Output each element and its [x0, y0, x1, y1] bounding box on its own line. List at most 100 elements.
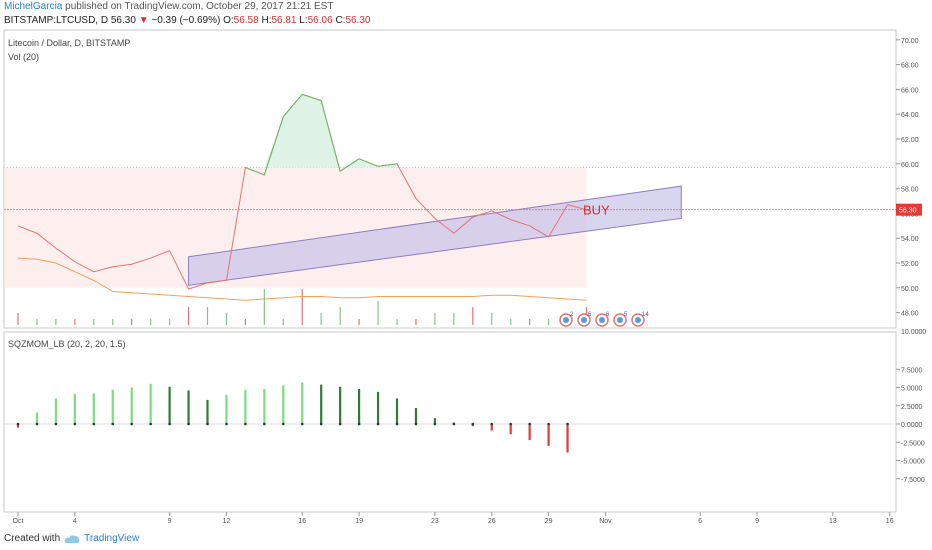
squeeze-dot [111, 422, 115, 426]
x-axis-label: 16 [886, 518, 894, 525]
symbol: BITSTAMP:LTCUSD, D [4, 15, 109, 26]
buy-annotation: BUY [583, 203, 610, 218]
squeeze-dot [471, 422, 475, 426]
footer: Created with TradingView [4, 533, 139, 544]
x-axis-label: 26 [488, 518, 496, 525]
open-value: 56.58 [233, 15, 259, 26]
price-change: −0.39 (−0.69%) [151, 15, 221, 26]
x-axis-label: 12 [223, 518, 231, 525]
squeeze-dot [244, 422, 247, 426]
earnings-event-icon-core [635, 317, 641, 323]
high-label: H: [261, 15, 272, 26]
published-text: published on TradingView.com, October 29… [65, 1, 334, 12]
symbol-info: BITSTAMP:LTCUSD, D 56.30 ▼ −0.39 (−0.69%… [4, 15, 370, 26]
momentum-axis-label: 5.0000 [901, 386, 923, 393]
price-line-up [245, 93, 398, 176]
squeeze-dot [206, 422, 209, 426]
event-count: 14 [642, 312, 649, 318]
price-axis-label: 60.00 [901, 162, 919, 169]
close-value: 56.30 [345, 15, 371, 26]
event-count: 2 [570, 312, 574, 318]
momentum-axis-label: 10.0000 [901, 329, 926, 336]
price-axis-label: 58.00 [901, 187, 919, 194]
squeeze-dot [528, 422, 531, 426]
squeeze-dot [433, 422, 437, 426]
event-count: 6 [606, 312, 610, 318]
momentum-axis-label: -2.5000 [901, 440, 925, 447]
squeeze-dot [187, 422, 190, 426]
low-label: L: [299, 15, 308, 26]
momentum-axis-label: 0.0000 [901, 422, 923, 429]
earnings-event-icon-core [563, 317, 569, 323]
created-with-text: Created with [4, 533, 61, 544]
momentum-axis-label: -7.5000 [901, 477, 925, 484]
earnings-event-icon-core [599, 317, 605, 323]
momentum-axis-label: -5.0000 [901, 459, 925, 466]
open-label: O: [223, 15, 234, 26]
squeeze-dot [92, 422, 96, 426]
price-pane-title: Litecoin / Dollar, D, BITSTAMP [8, 38, 130, 48]
x-axis-label: 9 [168, 518, 172, 525]
x-axis-label: 29 [545, 518, 553, 525]
volume-label: Vol (20) [8, 52, 39, 62]
x-axis-label: 19 [355, 518, 363, 525]
price-axis-label: 54.00 [901, 236, 919, 243]
squeeze-dot [282, 422, 285, 426]
squeeze-dot [225, 422, 228, 426]
event-count: 6 [588, 312, 592, 318]
squeeze-dot [16, 422, 20, 426]
x-axis-label: 13 [829, 518, 837, 525]
sma-line [17, 257, 587, 301]
squeeze-dot [509, 422, 512, 426]
tradingview-cloud-icon [64, 534, 80, 543]
x-axis-label: 16 [298, 518, 306, 525]
low-value: 56.06 [307, 15, 333, 26]
event-count: 5 [624, 312, 628, 318]
momentum-pane-border [3, 331, 897, 513]
earnings-event-icon-core [581, 317, 587, 323]
price-axis-label: 52.00 [901, 261, 919, 268]
squeeze-dot [263, 422, 266, 426]
price-axis-label: 50.00 [901, 286, 919, 293]
squeeze-dot [54, 422, 58, 426]
squeeze-dot [168, 422, 171, 426]
momentum-axis-label: 2.5000 [901, 404, 923, 411]
last-price-tag [896, 203, 922, 216]
x-axis-label: Nov [599, 518, 612, 525]
close-label: C: [335, 15, 346, 26]
high-value: 56.81 [271, 15, 297, 26]
squeeze-dot [300, 422, 304, 426]
price-axis-label: 66.00 [901, 87, 919, 94]
earnings-event-icon-core [617, 317, 623, 323]
price-axis-label: 62.00 [901, 137, 919, 144]
squeeze-dot [35, 422, 39, 426]
squeeze-dot [376, 422, 380, 426]
x-axis-label: 6 [698, 518, 702, 525]
publish-info: MichelGarcia published on TradingView.co… [4, 1, 333, 12]
x-axis-label: Oct [13, 518, 24, 525]
squeeze-dot [395, 422, 399, 426]
down-arrow-icon: ▼ [138, 15, 149, 26]
price-axis-label: 64.00 [901, 112, 919, 119]
price-axis-label: 48.00 [901, 311, 919, 318]
price-axis-label: 70.00 [901, 38, 919, 45]
squeeze-dot [357, 422, 361, 426]
squeeze-dot [130, 422, 133, 426]
x-axis-label: 4 [73, 518, 77, 525]
tradingview-link[interactable]: TradingView [84, 533, 140, 544]
author-link[interactable]: MichelGarcia [4, 1, 63, 12]
upside-fill [237, 94, 401, 168]
squeeze-dot [452, 422, 456, 426]
momentum-pane-title: SQZMOM_LB (20, 2, 20, 1.5) [8, 339, 126, 349]
last-price-tag-text: 56.30 [899, 208, 917, 215]
squeeze-dot [566, 422, 569, 426]
squeeze-dot [338, 422, 342, 426]
momentum-axis-label: 7.5000 [901, 367, 923, 374]
squeeze-dot [490, 422, 494, 426]
x-axis-label: 23 [431, 518, 439, 525]
price-axis-label: 68.00 [901, 63, 919, 70]
x-axis-label: 9 [755, 518, 759, 525]
squeeze-dot [319, 422, 323, 426]
last-price: 56.30 [110, 15, 136, 26]
